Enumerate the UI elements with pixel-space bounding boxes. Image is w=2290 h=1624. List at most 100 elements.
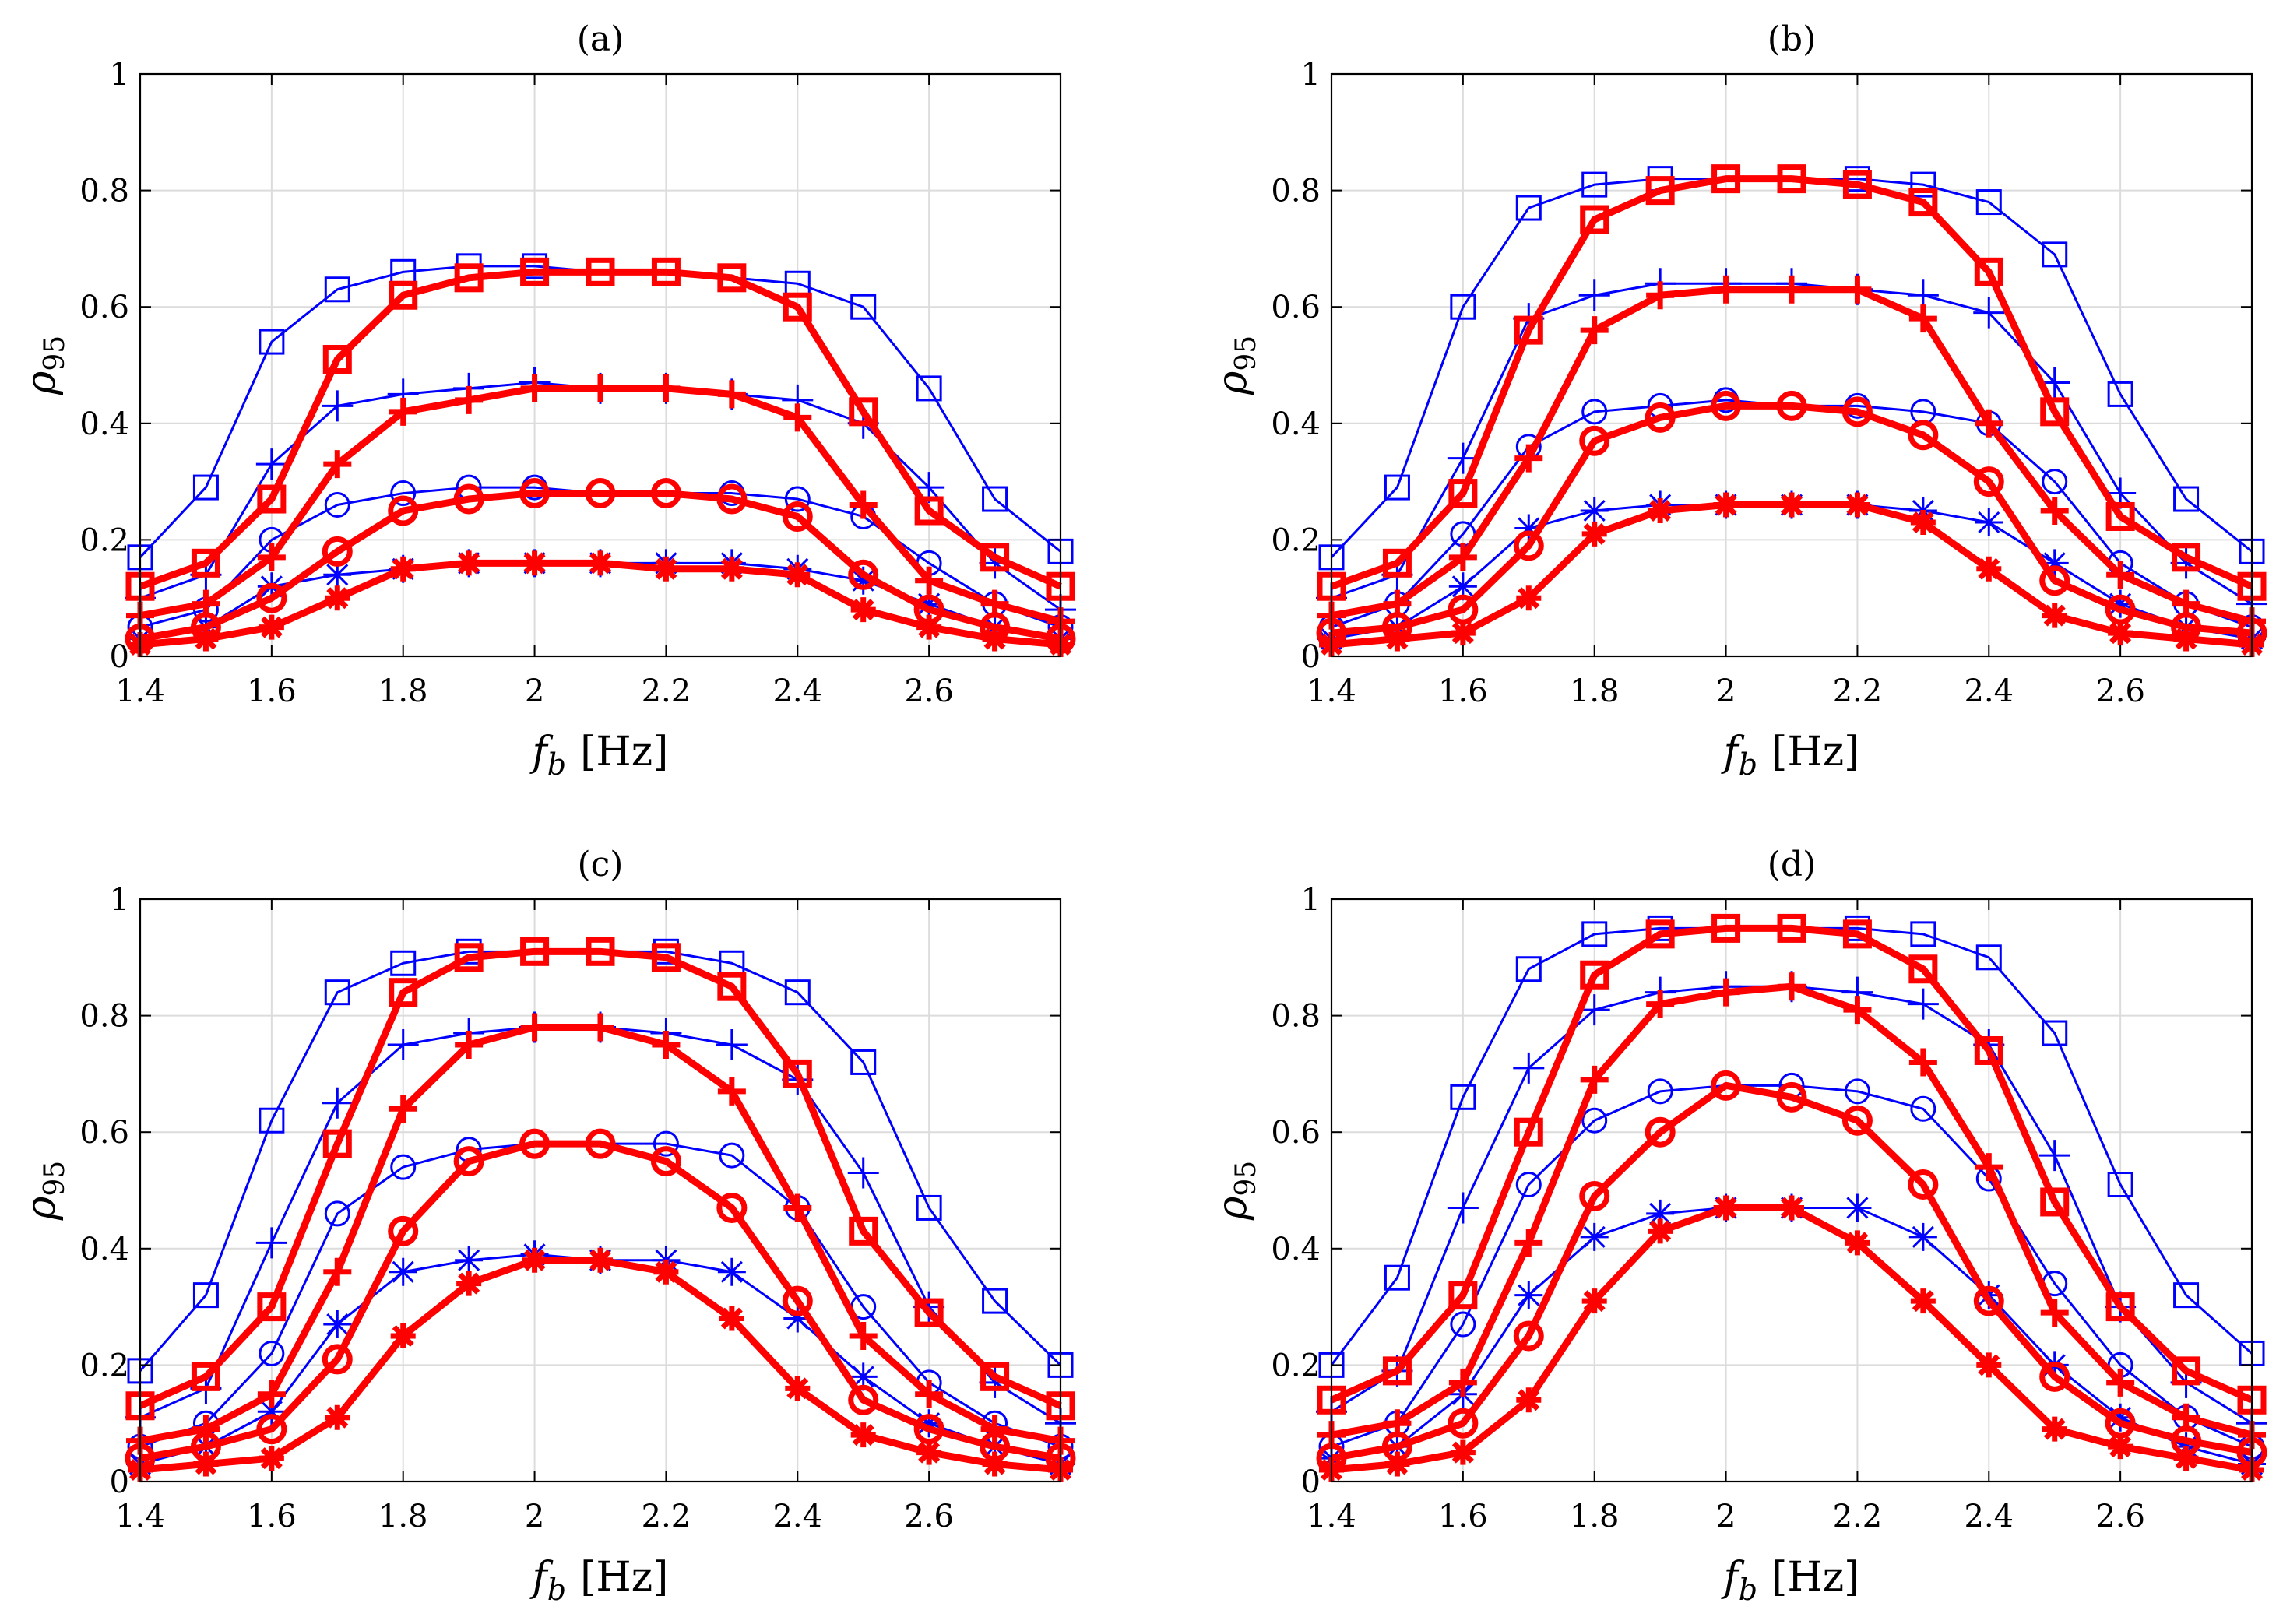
data-point bbox=[455, 385, 484, 414]
data-point bbox=[2105, 501, 2135, 531]
axis-frame bbox=[1330, 72, 2253, 658]
x-tick-label: 1.6 bbox=[1438, 673, 1488, 709]
data-point bbox=[1910, 171, 1936, 198]
data-point bbox=[2173, 1446, 2199, 1471]
y-tick-label: 0.2 bbox=[79, 522, 129, 558]
data-point bbox=[588, 1247, 613, 1273]
data-point bbox=[1777, 913, 1806, 943]
data-point bbox=[1384, 474, 1410, 501]
data-point bbox=[324, 979, 350, 1006]
x-tick-label: 2.2 bbox=[1833, 673, 1883, 709]
panel-title: (c) bbox=[578, 845, 624, 884]
data-point bbox=[1514, 1281, 1543, 1309]
x-tick-label: 2.6 bbox=[904, 673, 954, 709]
y-tick-label: 0.2 bbox=[1271, 1348, 1321, 1383]
data-point bbox=[1578, 279, 1610, 311]
x-tick-label: 2.4 bbox=[772, 673, 822, 709]
axis-frame bbox=[139, 72, 1062, 658]
y-tick-label: 0.6 bbox=[1271, 1115, 1321, 1151]
data-point bbox=[784, 486, 811, 512]
y-axis-symbol: ρ bbox=[18, 1196, 65, 1221]
data-point bbox=[323, 1257, 352, 1286]
data-point bbox=[2107, 381, 2133, 407]
data-point bbox=[390, 556, 416, 582]
data-point bbox=[980, 1362, 1010, 1391]
data-point bbox=[783, 292, 812, 322]
data-point bbox=[390, 1154, 417, 1180]
data-point bbox=[650, 478, 681, 509]
x-tick-label: 2.2 bbox=[1833, 1499, 1883, 1534]
data-point bbox=[2040, 397, 2070, 427]
x-tick-label: 1.4 bbox=[115, 1499, 165, 1534]
x-axis-subscript: b bbox=[547, 1573, 566, 1607]
x-tick-label: 1.6 bbox=[247, 673, 297, 709]
data-point bbox=[1450, 1439, 1476, 1465]
data-point bbox=[717, 1077, 746, 1106]
data-point bbox=[782, 1285, 813, 1316]
x-tick-label: 2.2 bbox=[642, 673, 691, 709]
data-point bbox=[1778, 972, 1806, 1001]
data-point bbox=[1384, 626, 1410, 652]
data-point bbox=[716, 1192, 748, 1223]
y-tick-label: 0.2 bbox=[79, 1348, 129, 1383]
series-line bbox=[139, 1140, 1061, 1462]
data-point bbox=[915, 566, 944, 595]
x-tick-label: 2.4 bbox=[1964, 673, 2014, 709]
data-point bbox=[522, 1247, 547, 1273]
data-point bbox=[782, 501, 813, 532]
series-red-plus bbox=[1317, 972, 2266, 1450]
data-point bbox=[2106, 1403, 2135, 1432]
data-point bbox=[519, 1128, 551, 1159]
x-axis-label: fb [Hz] bbox=[529, 729, 669, 782]
data-point bbox=[1843, 275, 1872, 304]
data-point bbox=[191, 548, 220, 578]
data-point bbox=[1515, 956, 1542, 982]
data-point bbox=[717, 380, 746, 409]
data-point bbox=[323, 450, 352, 479]
data-point bbox=[322, 536, 353, 567]
data-point bbox=[256, 1414, 287, 1445]
data-point bbox=[453, 483, 484, 515]
chart-panel-3: 1.4 1.6 1.8 2 2.2 2.4 2.600.20.40.60.81(c)fb [H… bbox=[18, 845, 1076, 1607]
x-tick-label: 2 bbox=[1716, 673, 1736, 709]
x-axis-subscript: b bbox=[547, 747, 566, 782]
data-point bbox=[1646, 1199, 1675, 1228]
data-point bbox=[193, 626, 219, 652]
x-tick-label: 1.8 bbox=[1570, 1499, 1620, 1534]
x-tick-label: 2 bbox=[525, 1499, 544, 1534]
x-tick-label: 1.4 bbox=[1307, 1499, 1356, 1534]
data-point bbox=[719, 1306, 744, 1331]
data-point bbox=[849, 566, 878, 595]
x-tick-label: 1.4 bbox=[1307, 673, 1356, 709]
data-point bbox=[1580, 1065, 1609, 1094]
data-point bbox=[1448, 479, 1478, 508]
data-point bbox=[982, 1288, 1008, 1314]
data-point bbox=[255, 1227, 287, 1259]
data-point bbox=[1513, 1052, 1545, 1084]
data-point bbox=[388, 495, 419, 526]
y-tick-label: 0.4 bbox=[79, 406, 129, 442]
data-point bbox=[1581, 921, 1608, 947]
data-point bbox=[1580, 1222, 1609, 1251]
data-point bbox=[191, 1362, 220, 1391]
data-point bbox=[1450, 620, 1476, 646]
data-point bbox=[2173, 486, 2200, 512]
data-point bbox=[652, 1031, 681, 1059]
chart-panel-4: 1.4 1.6 1.8 2 2.2 2.4 2.600.20.40.60.81(d)fb [H… bbox=[1209, 845, 2267, 1607]
data-point bbox=[914, 496, 944, 526]
data-point bbox=[1514, 444, 1543, 473]
y-tick-label: 1 bbox=[110, 882, 129, 918]
series-red-plus bbox=[126, 1013, 1075, 1455]
data-point bbox=[849, 1362, 878, 1391]
data-point bbox=[1908, 1222, 1937, 1251]
data-point bbox=[1516, 585, 1542, 611]
x-tick-label: 2.4 bbox=[772, 1499, 822, 1534]
data-point bbox=[1711, 978, 1740, 1007]
data-point bbox=[389, 978, 418, 1007]
data-point bbox=[520, 937, 550, 966]
data-point bbox=[1843, 996, 1872, 1025]
x-tick-label: 1.8 bbox=[378, 1499, 428, 1534]
y-tick-label: 0 bbox=[110, 1464, 129, 1500]
data-point bbox=[2040, 1187, 2070, 1217]
